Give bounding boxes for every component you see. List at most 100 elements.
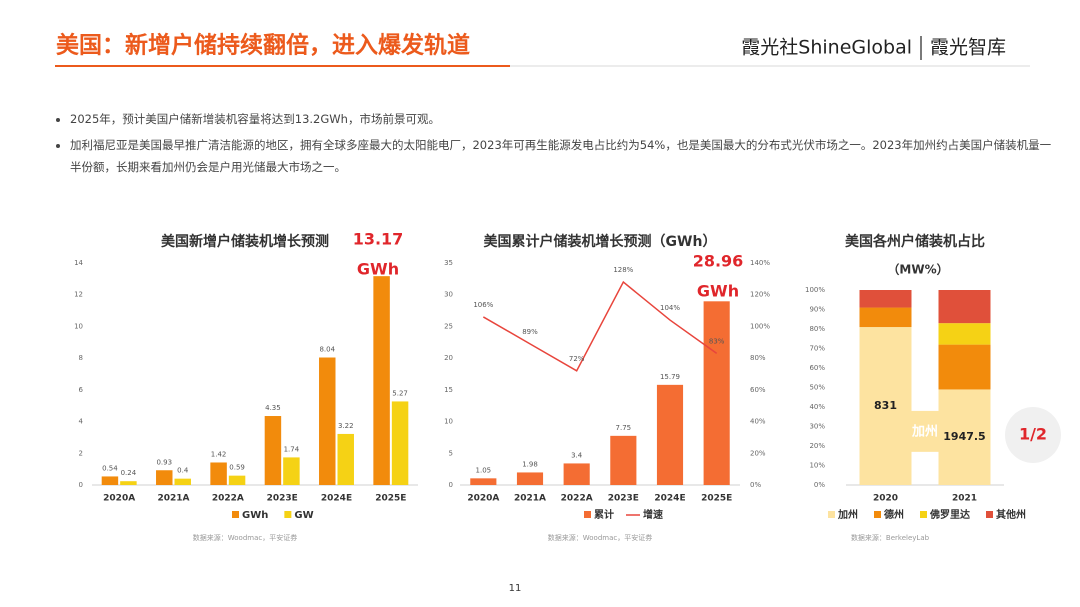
y-tick-label: 20 <box>444 354 453 362</box>
data-label: 7.75 <box>616 424 632 432</box>
callout: GWh <box>697 282 739 301</box>
annotation: 加州 <box>911 425 938 440</box>
y2-tick-label: 60% <box>750 386 766 394</box>
y2-tick-label: 80% <box>750 354 766 362</box>
y-tick-label: 6 <box>79 386 84 394</box>
legend-swatch <box>986 511 993 518</box>
y-tick-label: 50% <box>809 384 825 392</box>
legend-label: 增速 <box>643 508 663 521</box>
bar <box>337 433 354 485</box>
y-tick-label: 8 <box>79 354 83 362</box>
line-label: 89% <box>522 328 538 336</box>
brand: 霞光社ShineGlobal <box>741 37 912 59</box>
y-tick-label: 60% <box>809 364 825 372</box>
data-label: 5.27 <box>392 389 408 397</box>
x-tick-label: 2024E <box>654 494 685 504</box>
legend-label: GW <box>294 510 313 521</box>
x-tick-label: 2025E <box>701 494 732 504</box>
y2-tick-label: 20% <box>750 449 766 457</box>
bar <box>228 475 246 485</box>
line-label: 106% <box>473 301 493 309</box>
y-tick-label: 0 <box>449 481 453 489</box>
bar-segment <box>859 290 912 308</box>
bar <box>703 301 730 485</box>
y2-tick-label: 120% <box>750 291 770 299</box>
bullet-list: 2025年，预计美国户储新增装机容量将达到13.2GWh，市场前景可观。 加利福… <box>52 108 1060 182</box>
data-label: 15.79 <box>660 373 680 381</box>
y-tick-label: 25 <box>444 322 453 330</box>
bullet: 加利福尼亚是美国最早推广清洁能源的地区，拥有全球多座最大的太阳能电厂，2023年… <box>70 134 1060 178</box>
chart-subtitle: （MW%） <box>887 262 948 277</box>
y-tick-label: 35 <box>444 259 453 267</box>
data-label: 8.04 <box>319 346 335 354</box>
chart-title: 美国新增户储装机增长预测 <box>161 233 329 250</box>
bar <box>470 478 497 485</box>
x-tick-label: 2022A <box>212 494 244 504</box>
chart-title: 美国各州户储装机占比 <box>845 233 985 250</box>
legend-label: GWh <box>242 510 268 521</box>
legend-swatch <box>284 511 292 518</box>
y-tick-label: 14 <box>74 259 83 267</box>
bar-segment <box>938 389 991 485</box>
legend-swatch <box>584 511 591 518</box>
y-tick-label: 0% <box>814 481 825 489</box>
x-tick-label: 2022A <box>561 494 593 504</box>
data-label: 0.54 <box>102 464 118 472</box>
annotation: 1947.5 <box>943 430 985 443</box>
data-label: 1.98 <box>522 460 538 468</box>
y2-tick-label: 140% <box>750 259 770 267</box>
y-tick-label: 12 <box>74 291 83 299</box>
source-note: 数据来源：Woodmac，平安证券 <box>193 533 297 542</box>
legend-label: 其他州 <box>996 508 1026 521</box>
y-tick-label: 90% <box>809 306 825 314</box>
data-label: 0.24 <box>121 469 137 477</box>
data-label: 3.22 <box>338 422 354 430</box>
source-note: 数据来源：BerkeleyLab <box>851 533 930 542</box>
badge <box>1005 407 1061 463</box>
data-label: 1.42 <box>211 450 227 458</box>
x-tick-label: 2020A <box>467 494 499 504</box>
x-tick-label: 2021 <box>952 494 977 504</box>
y-tick-label: 40% <box>809 403 825 411</box>
legend-swatch <box>232 511 239 518</box>
x-tick-label: 2024E <box>321 494 352 504</box>
y-tick-label: 10 <box>444 418 453 426</box>
bar <box>319 357 336 485</box>
data-label: 4.35 <box>265 404 281 412</box>
line-label: 104% <box>660 304 680 312</box>
x-tick-label: 2020 <box>873 494 898 504</box>
callout: GWh <box>357 260 399 279</box>
y-tick-label: 30 <box>444 291 453 299</box>
chart-title: 美国累计户储装机增长预测（GWh） <box>484 233 717 250</box>
bar <box>373 276 390 485</box>
brand-2: 霞光智库 <box>930 37 1006 59</box>
bar <box>283 457 300 485</box>
y-tick-label: 100% <box>805 286 825 294</box>
bar <box>101 476 119 485</box>
bar <box>391 401 409 485</box>
x-tick-label: 2025E <box>375 494 406 504</box>
data-label: 0.4 <box>177 467 189 475</box>
annotation: 1/2 <box>1019 425 1047 444</box>
bar <box>210 462 227 485</box>
y2-tick-label: 0% <box>750 481 761 489</box>
x-tick-label: 2021A <box>514 494 546 504</box>
y-tick-label: 30% <box>809 423 825 431</box>
bar <box>656 384 684 485</box>
bar <box>264 416 282 485</box>
y-tick-label: 20% <box>809 442 825 450</box>
bar-segment <box>859 327 912 485</box>
data-label: 1.74 <box>284 445 300 453</box>
callout: 13.17 <box>353 230 404 249</box>
bar-segment <box>938 323 991 345</box>
data-label: 1.05 <box>476 466 492 474</box>
y-tick-label: 2 <box>79 449 83 457</box>
data-label: 0.93 <box>156 458 172 466</box>
page-number: 11 <box>509 583 522 594</box>
y-tick-label: 80% <box>809 325 825 333</box>
bullet: 2025年，预计美国户储新增装机容量将达到13.2GWh，市场前景可观。 <box>70 108 1060 130</box>
legend-swatch <box>828 511 835 518</box>
bar <box>120 481 137 485</box>
slide-title: 美国：新增户储持续翻倍，进入爆发轨道 <box>56 32 470 59</box>
